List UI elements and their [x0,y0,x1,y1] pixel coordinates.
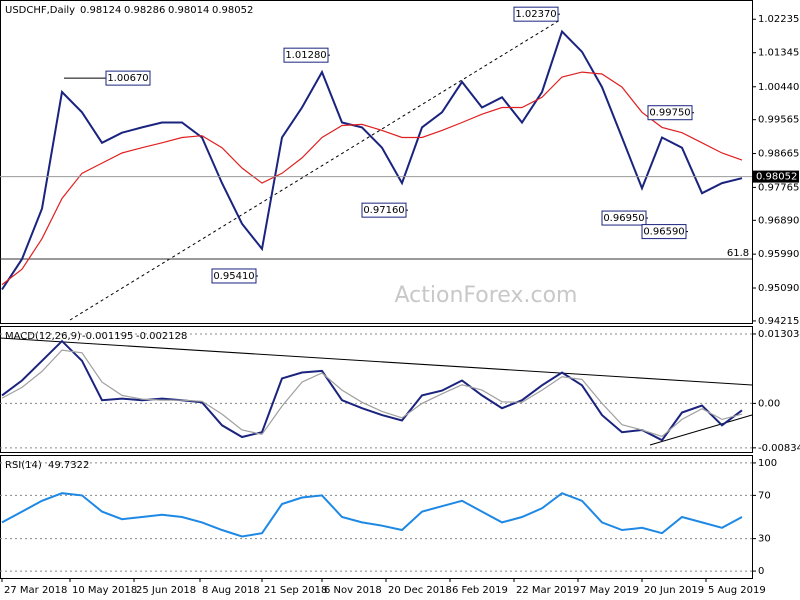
last-price-label: 0.98052 [756,172,797,183]
x-tick-label: 20 Jun 2019 [644,585,704,596]
x-tick-label: 6 Feb 2019 [452,585,508,596]
x-tick-label: 10 May 2018 [72,585,137,596]
annotation-box [361,202,407,218]
annotation-label: 0.96590 [643,227,684,238]
x-tick-label: 6 Nov 2018 [324,585,382,596]
series-line [1,349,743,438]
x-tick-label: 5 Aug 2019 [708,585,766,596]
series-line [1,339,743,442]
ohlc-value: 0.98014 [168,5,209,16]
chart-title: USDCHF,Daily [5,5,75,16]
annotation-box [601,210,647,226]
series-line [1,29,743,291]
x-tick-label: 21 Sep 2018 [264,585,327,596]
x-tick-label: 20 Dec 2018 [388,585,452,596]
annotation-label: 0.95410 [213,271,254,282]
watermark: ActionForex.com [395,283,578,308]
y-tick-label: 0.00 [758,398,780,409]
macd-readout: -0.001195 [82,331,133,342]
y-tick-label: 0.97765 [758,182,799,193]
annotation-box [647,105,693,121]
y-tick-label: 1.01345 [758,48,799,59]
y-tick-label: 100 [758,458,777,469]
y-tick-label: 0.013034 [758,329,800,340]
annotation-label: 1.01280 [285,50,326,61]
price-panel [0,0,753,324]
macd-trend-line [649,414,753,446]
y-tick-label: -0.00834 [758,443,800,454]
macd-trend-line [0,337,753,386]
series-line [1,492,743,538]
annotation-box [105,70,151,86]
macd-readout: -0.002128 [136,331,187,342]
macd-title: MACD(12,26,9) [5,331,81,342]
y-tick-label: 0.95990 [758,249,799,260]
last-price-box [753,170,799,183]
y-tick-label: 0.94215 [758,316,799,327]
rsi-readout: 49.7322 [48,460,89,471]
ohlc-value: 0.98286 [124,5,165,16]
y-tick-label: 0 [758,566,764,577]
y-tick-label: 70 [758,490,771,501]
y-tick-label: 0.99565 [758,115,799,126]
trend-line [69,19,561,321]
y-tick-label: 0.95090 [758,283,799,294]
series-line [1,71,743,286]
annotation-box [641,224,687,240]
annotation-label: 0.96950 [603,213,644,224]
x-tick-label: 22 Mar 2019 [516,585,579,596]
y-tick-label: 1.00440 [758,82,799,93]
x-tick-label: 25 Jun 2018 [136,585,196,596]
macd-panel [0,326,753,453]
y-tick-label: 0.98665 [758,149,799,160]
y-tick-label: 1.02235 [758,14,799,25]
y-tick-label: 30 [758,534,771,545]
x-tick-label: 8 Aug 2018 [202,585,260,596]
rsi-title: RSI(14) [5,460,42,471]
annotation-box [211,268,257,284]
annotation-label: 0.99750 [649,108,690,119]
annotation-label: 1.00670 [107,73,148,84]
ohlc-value: 0.98052 [212,5,253,16]
annotation-box [513,6,559,22]
x-tick-label: 7 May 2019 [580,585,639,596]
y-tick-label: 0.96890 [758,215,799,226]
fib-label: 61.8 [727,248,749,259]
ohlc-value: 0.98124 [80,5,121,16]
rsi-panel [0,455,753,579]
annotation-label: 1.02370 [515,9,556,20]
annotation-box [283,47,329,63]
x-tick-label: 27 Mar 2018 [4,585,67,596]
annotation-label: 0.97160 [363,205,404,216]
